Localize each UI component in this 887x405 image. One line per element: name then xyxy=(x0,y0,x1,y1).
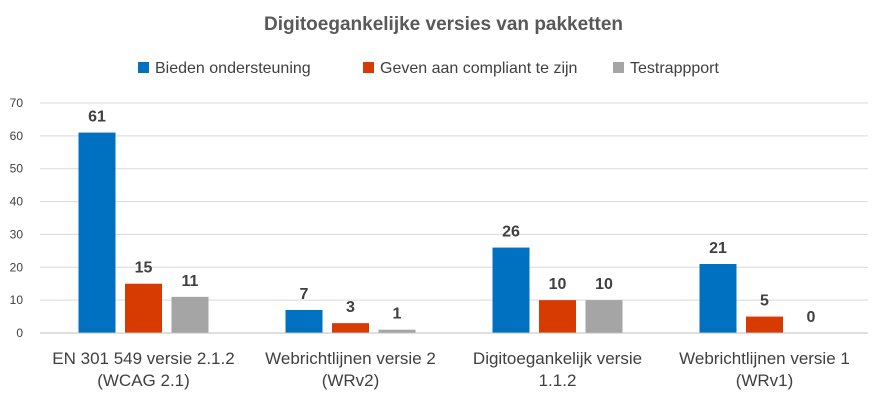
legend-swatch-0 xyxy=(138,62,149,73)
bar-1-2 xyxy=(378,329,416,333)
bar-3-1 xyxy=(746,316,783,333)
data-label-3-0: 21 xyxy=(709,240,727,257)
bars xyxy=(78,132,783,333)
legend-label-0: Bieden ondersteuning xyxy=(155,60,311,77)
data-label-3-1: 5 xyxy=(760,293,769,310)
data-label-2-1: 10 xyxy=(549,276,567,293)
data-label-2-0: 26 xyxy=(502,224,520,241)
y-tick-label-0: 0 xyxy=(16,326,23,340)
chart-title: Digitoegankelijke versies van pakketten xyxy=(264,14,623,35)
bar-3-0 xyxy=(699,264,737,333)
category-label-3: Webrichtlijnen versie 1 (WRv1) xyxy=(679,349,850,390)
legend: Bieden ondersteuning Geven aan compliant … xyxy=(138,60,719,77)
bar-0-0 xyxy=(78,132,116,333)
bar-2-1 xyxy=(539,300,576,333)
y-axis-ticks: 0 10 20 30 40 50 60 70 xyxy=(10,96,24,340)
category-label-0: EN 301 549 versie 2.1.2 (WCAG 2.1) xyxy=(52,349,234,390)
y-tick-label-70: 70 xyxy=(10,96,24,110)
bar-2-2 xyxy=(585,300,623,333)
bar-2-0 xyxy=(492,247,530,333)
legend-swatch-2 xyxy=(613,62,624,73)
data-labels: 61 15 11 7 3 1 26 10 10 21 5 0 xyxy=(88,109,815,326)
y-tick-label-60: 60 xyxy=(10,129,24,143)
y-tick-label-10: 10 xyxy=(10,293,24,307)
y-tick-label-30: 30 xyxy=(10,227,24,241)
y-tick-label-40: 40 xyxy=(10,195,24,209)
y-tick-label-50: 50 xyxy=(10,162,24,176)
bar-1-1 xyxy=(332,323,369,333)
data-label-0-0: 61 xyxy=(88,109,106,126)
legend-label-2: Testrappport xyxy=(630,60,719,77)
data-label-1-0: 7 xyxy=(300,286,309,303)
category-label-1: Webrichtlijnen versie 2 (WRv2) xyxy=(265,349,436,390)
y-tick-label-20: 20 xyxy=(10,260,24,274)
data-label-1-1: 3 xyxy=(346,299,355,316)
gridlines xyxy=(40,102,868,301)
category-labels: EN 301 549 versie 2.1.2 (WCAG 2.1) Webrich… xyxy=(52,349,850,390)
bar-1-0 xyxy=(285,310,323,333)
data-label-2-2: 10 xyxy=(595,276,613,293)
data-label-3-2: 0 xyxy=(807,309,816,326)
data-label-1-2: 1 xyxy=(393,306,402,323)
legend-label-1: Geven aan compliant te zijn xyxy=(380,60,577,77)
legend-swatch-1 xyxy=(363,62,374,73)
bar-0-2 xyxy=(171,296,209,333)
data-label-0-2: 11 xyxy=(182,273,199,290)
bar-0-1 xyxy=(125,283,162,333)
category-label-2: Digitoegankelijk versie 1.1.2 xyxy=(473,349,642,390)
data-label-0-1: 15 xyxy=(135,260,153,277)
